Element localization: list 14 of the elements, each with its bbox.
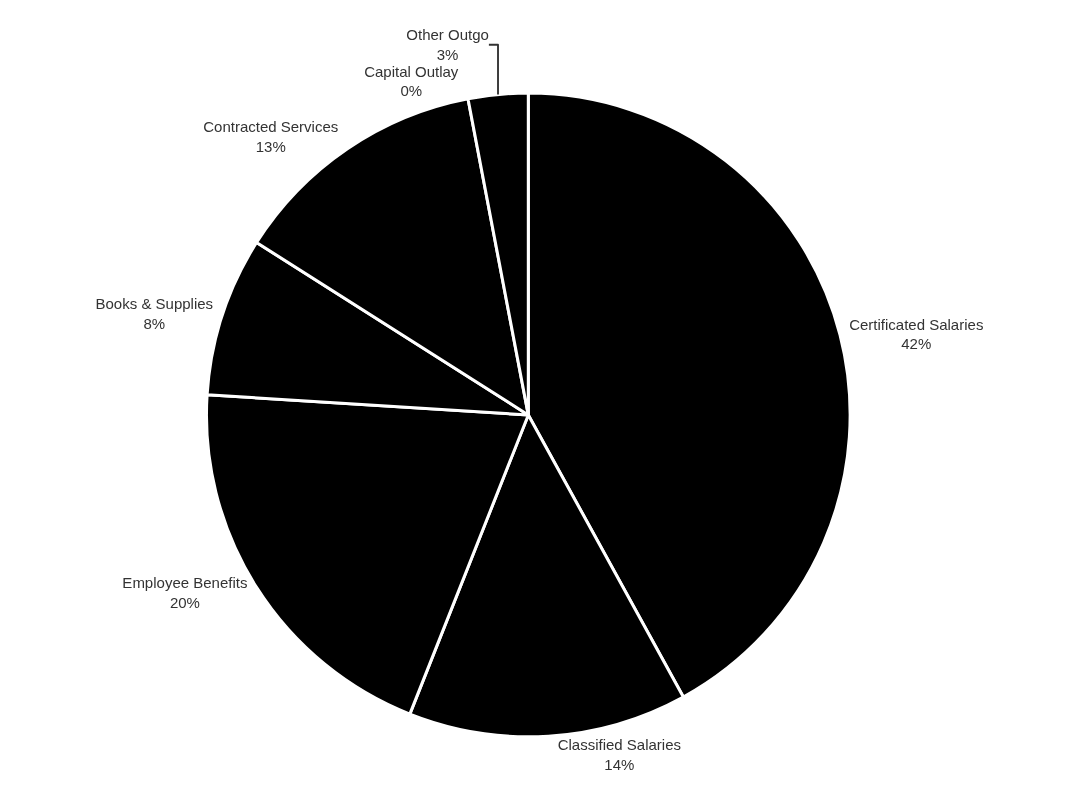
data-label: 13% — [255, 137, 286, 155]
data-label: 8% — [143, 314, 166, 332]
slice-label: Contracted Services — [203, 118, 339, 136]
data-label: 3% — [436, 45, 459, 63]
text: 0% — [400, 82, 423, 100]
data-label: 42% — [901, 335, 932, 353]
data-label: 14% — [604, 755, 635, 773]
slice-label: Certificated Salaries — [849, 315, 984, 333]
category-label: Capital Outlay — [364, 62, 459, 80]
slice-label: Books & Supplies — [95, 295, 214, 313]
slice-label: Classified Salaries — [557, 736, 682, 754]
slice-label: Employee Benefits — [122, 574, 248, 592]
slice-label: Other Outgo — [406, 26, 489, 44]
data-label: 20% — [169, 593, 200, 611]
